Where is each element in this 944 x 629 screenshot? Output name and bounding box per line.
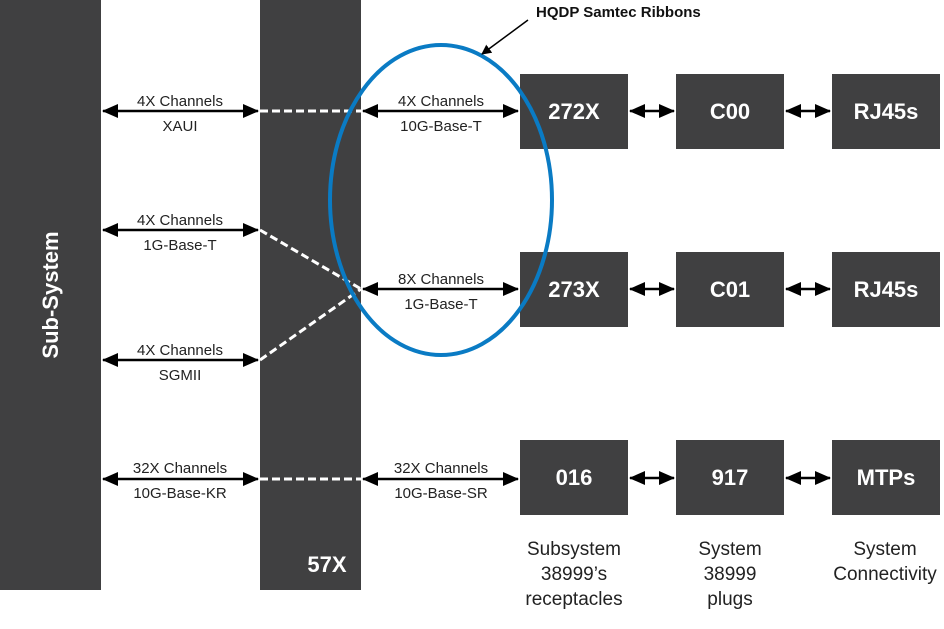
box-mtps: [832, 440, 940, 515]
left-link-3-bottom: SGMII: [159, 367, 202, 384]
caption-1-line-2: 38999’s: [541, 564, 607, 585]
box-272x-label: 272X: [548, 99, 600, 124]
box-rj45s-2: [832, 252, 940, 327]
caption-1-line-1: Subsystem: [527, 539, 621, 560]
box-rj45s-2-label: RJ45s: [854, 277, 919, 302]
left-link-2-top: 4X Channels: [137, 212, 223, 229]
left-link-4-top: 32X Channels: [133, 460, 227, 477]
box-016: [520, 440, 628, 515]
callout-label: HQDP Samtec Ribbons: [536, 4, 701, 21]
box-c00-label: C00: [710, 99, 750, 124]
chip-57x-block: [260, 0, 361, 590]
chip-label: 57X: [307, 552, 346, 577]
box-mtps-label: MTPs: [857, 465, 916, 490]
left-link-2-bottom: 1G-Base-T: [143, 237, 216, 254]
caption-2-line-3: plugs: [707, 589, 752, 610]
caption-3-line-2: Connectivity: [833, 564, 937, 585]
box-273x: [520, 252, 628, 327]
right-link-1-bottom: 10G-Base-T: [400, 118, 482, 135]
caption-1-line-3: receptacles: [525, 589, 622, 610]
box-rj45s-1-label: RJ45s: [854, 99, 919, 124]
subsystem-label: Sub-System: [38, 231, 63, 358]
box-917: [676, 440, 784, 515]
caption-2-line-1: System: [698, 539, 761, 560]
box-917-label: 917: [712, 465, 749, 490]
left-link-3-top: 4X Channels: [137, 342, 223, 359]
right-link-1-top: 4X Channels: [398, 93, 484, 110]
left-link-1-top: 4X Channels: [137, 93, 223, 110]
right-link-3-top: 32X Channels: [394, 460, 488, 477]
caption-2-line-2: 38999: [704, 564, 757, 585]
ribbon-sgmii: [259, 287, 362, 362]
left-link-4-bottom: 10G-Base-KR: [133, 485, 227, 502]
caption-3-line-1: System: [853, 539, 916, 560]
ribbon-highlight-ellipse: [328, 43, 554, 357]
box-c01: [676, 252, 784, 327]
connector-boxes: [520, 74, 940, 515]
box-arrows: [629, 104, 831, 485]
right-link-2-bottom: 1G-Base-T: [404, 296, 477, 313]
box-c00: [676, 74, 784, 149]
right-link-2-top: 8X Channels: [398, 271, 484, 288]
box-c01-label: C01: [710, 277, 750, 302]
box-016-label: 016: [556, 465, 593, 490]
right-link-3-bottom: 10G-Base-SR: [394, 485, 488, 502]
callout-arrow: [481, 19, 529, 55]
left-link-1-bottom: XAUI: [162, 118, 197, 135]
subsystem-block: [0, 0, 101, 590]
box-rj45s-1: [832, 74, 940, 149]
box-273x-label: 273X: [548, 277, 600, 302]
box-272x: [520, 74, 628, 149]
